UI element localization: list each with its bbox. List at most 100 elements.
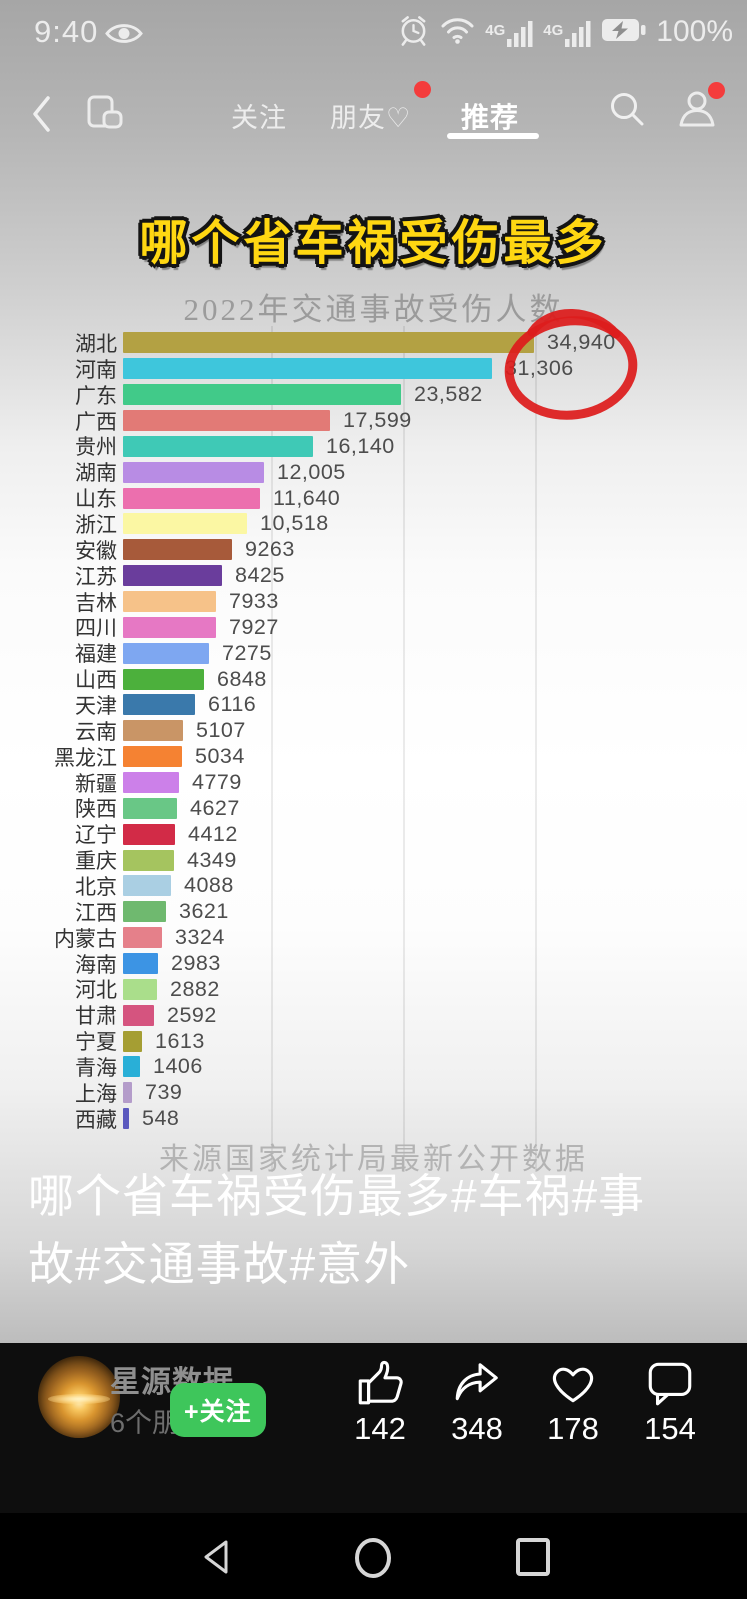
gridline xyxy=(403,326,405,1172)
chart-row: 重庆 4349 xyxy=(0,847,747,874)
chart-row: 四川 7927 xyxy=(0,614,747,641)
thumbs-up-icon xyxy=(358,1360,403,1405)
chart-row: 江西 3621 xyxy=(0,899,747,925)
chart-row: 湖北 34,940 xyxy=(0,330,747,356)
bar-value: 2592 xyxy=(167,1002,217,1027)
chart-row: 新疆 4779 xyxy=(0,770,747,796)
chart-row: 陕西 4627 xyxy=(0,795,747,822)
bar xyxy=(123,358,492,380)
bar-value: 4627 xyxy=(190,795,240,820)
tab-recommend[interactable]: 推荐 xyxy=(461,102,520,133)
bar-label: 江西 xyxy=(75,901,117,925)
bar-label: 宁夏 xyxy=(75,1031,117,1055)
tab-follow[interactable]: 关注 xyxy=(231,103,287,133)
bar xyxy=(123,1056,140,1078)
favorite-count: 178 xyxy=(547,1411,599,1446)
like-count: 142 xyxy=(354,1411,406,1446)
chart-gridlines xyxy=(123,326,623,1172)
bar xyxy=(123,901,166,923)
android-recents-button[interactable] xyxy=(514,1537,552,1582)
bar-value: 1613 xyxy=(155,1028,205,1053)
bar-value: 7927 xyxy=(229,614,279,639)
chart-row: 河北 2882 xyxy=(0,976,747,1003)
bar xyxy=(123,875,171,897)
chart-row: 贵州 16,140 xyxy=(0,433,747,460)
android-back-button[interactable] xyxy=(198,1537,232,1582)
comment-count: 154 xyxy=(644,1411,696,1446)
bar-value: 10,518 xyxy=(260,511,329,536)
battery-percent: 100% xyxy=(656,15,733,48)
wifi-icon xyxy=(439,14,476,51)
bar xyxy=(123,616,216,638)
signal-4g-icon-1: 4G xyxy=(485,16,534,48)
alarm-icon xyxy=(397,13,430,52)
bar-label: 湖南 xyxy=(75,462,117,486)
bar-label: 广东 xyxy=(75,384,117,408)
bar xyxy=(123,927,162,949)
bar-value: 6116 xyxy=(208,692,257,717)
bar-value: 1406 xyxy=(153,1054,203,1079)
bar-value: 3621 xyxy=(179,899,229,924)
like-button[interactable]: 142 xyxy=(332,1343,428,1447)
bar xyxy=(123,384,401,406)
bar-label: 陕西 xyxy=(75,798,117,822)
bar-label: 北京 xyxy=(75,875,117,899)
chart-row: 辽宁 4412 xyxy=(0,821,747,848)
chart-row: 吉林 7933 xyxy=(0,589,747,615)
favorite-button[interactable]: 178 xyxy=(525,1343,621,1447)
bar-value: 4088 xyxy=(184,873,234,898)
share-arrow-icon xyxy=(455,1363,498,1401)
profile-icon[interactable] xyxy=(676,88,718,135)
bar-label: 黑龙江 xyxy=(54,746,117,770)
chart-row: 天津 6116 xyxy=(0,692,747,718)
video-headline: 哪个省车祸受伤最多 xyxy=(139,217,608,270)
bar-label: 山东 xyxy=(75,488,117,512)
battery-charging-icon xyxy=(601,16,647,49)
tab-friends[interactable]: 朋友♡ xyxy=(330,103,412,133)
search-icon[interactable] xyxy=(608,90,646,133)
comment-button[interactable]: 154 xyxy=(622,1343,718,1447)
share-button[interactable]: 348 xyxy=(429,1343,525,1447)
chart-row: 宁夏 1613 xyxy=(0,1028,747,1055)
multi-screen-icon[interactable] xyxy=(86,94,126,137)
chart-row: 安徽 9263 xyxy=(0,537,747,563)
avatar[interactable] xyxy=(38,1356,120,1438)
bar-value: 3324 xyxy=(175,925,225,950)
video-caption[interactable]: 哪个省车祸受伤最多#车祸#事故#交通事故#意外 xyxy=(28,1170,646,1290)
bar xyxy=(123,797,177,819)
profile-badge-dot xyxy=(708,82,725,99)
bar-value: 2983 xyxy=(171,951,221,976)
chart-row: 山西 6848 xyxy=(0,666,747,693)
bar xyxy=(123,565,222,587)
clock-time: 9:40 xyxy=(34,14,99,49)
bar xyxy=(123,539,232,561)
chart-row: 上海 739 xyxy=(0,1080,747,1106)
chart-row: 广东 23,582 xyxy=(0,382,747,408)
back-icon[interactable] xyxy=(30,94,54,139)
android-home-button[interactable] xyxy=(352,1537,394,1584)
bar xyxy=(123,720,183,742)
bar-value: 12,005 xyxy=(277,459,346,484)
heart-icon xyxy=(552,1367,594,1403)
chart-row: 海南 2983 xyxy=(0,951,747,977)
chart-source: 来源国家统计局最新公开数据 xyxy=(159,1143,588,1176)
chart-row: 内蒙古 3324 xyxy=(0,925,747,951)
bar-value: 34,940 xyxy=(547,330,616,355)
status-bar: 9:40 4G 4G 100% xyxy=(0,6,747,52)
bar-value: 8425 xyxy=(235,563,285,588)
chart-row: 云南 5107 xyxy=(0,718,747,744)
bar xyxy=(123,642,209,664)
follow-button[interactable]: +关注 xyxy=(170,1383,266,1437)
chart-row: 山东 11,640 xyxy=(0,485,747,512)
bar-label: 上海 xyxy=(75,1082,117,1106)
bar xyxy=(123,668,204,690)
red-circle-annotation xyxy=(498,306,646,429)
bar-value: 4349 xyxy=(187,847,237,872)
comment-bubble-icon xyxy=(648,1362,692,1406)
bar xyxy=(123,513,247,535)
bar xyxy=(123,849,174,871)
bar xyxy=(123,1082,132,1104)
bar xyxy=(123,694,195,716)
top-nav: 关注 朋友♡ 推荐 xyxy=(0,81,747,144)
